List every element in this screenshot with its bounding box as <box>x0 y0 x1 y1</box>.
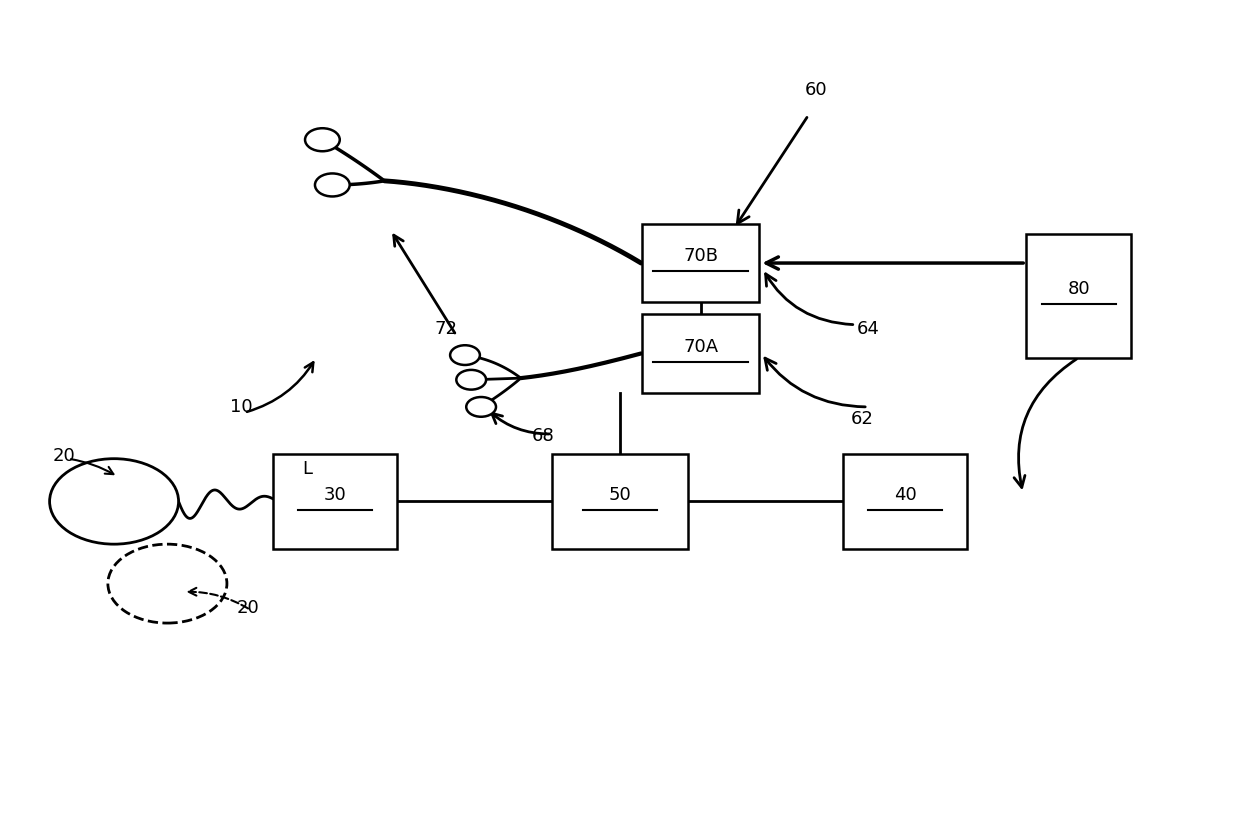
Text: 70A: 70A <box>683 338 718 356</box>
Text: 64: 64 <box>857 320 879 338</box>
Text: L: L <box>303 459 312 478</box>
Bar <box>1025 234 1131 358</box>
Circle shape <box>305 128 340 151</box>
Text: 70B: 70B <box>683 247 718 266</box>
Text: 72: 72 <box>435 320 458 338</box>
Bar <box>642 314 759 392</box>
Text: 60: 60 <box>805 81 827 99</box>
Text: 68: 68 <box>532 427 554 445</box>
Circle shape <box>108 544 227 623</box>
Text: 50: 50 <box>609 486 631 504</box>
Circle shape <box>450 345 480 365</box>
Bar <box>273 454 397 549</box>
Circle shape <box>50 459 179 544</box>
Circle shape <box>456 370 486 390</box>
Text: 30: 30 <box>324 486 346 504</box>
Bar <box>843 454 967 549</box>
Bar <box>642 224 759 302</box>
Circle shape <box>315 173 350 196</box>
Bar <box>552 454 688 549</box>
Text: 20: 20 <box>53 447 76 465</box>
Text: 10: 10 <box>231 398 253 416</box>
Circle shape <box>466 397 496 417</box>
Text: 62: 62 <box>851 410 873 428</box>
Text: 40: 40 <box>894 486 916 504</box>
Text: 20: 20 <box>237 599 259 617</box>
Text: 80: 80 <box>1068 280 1090 298</box>
